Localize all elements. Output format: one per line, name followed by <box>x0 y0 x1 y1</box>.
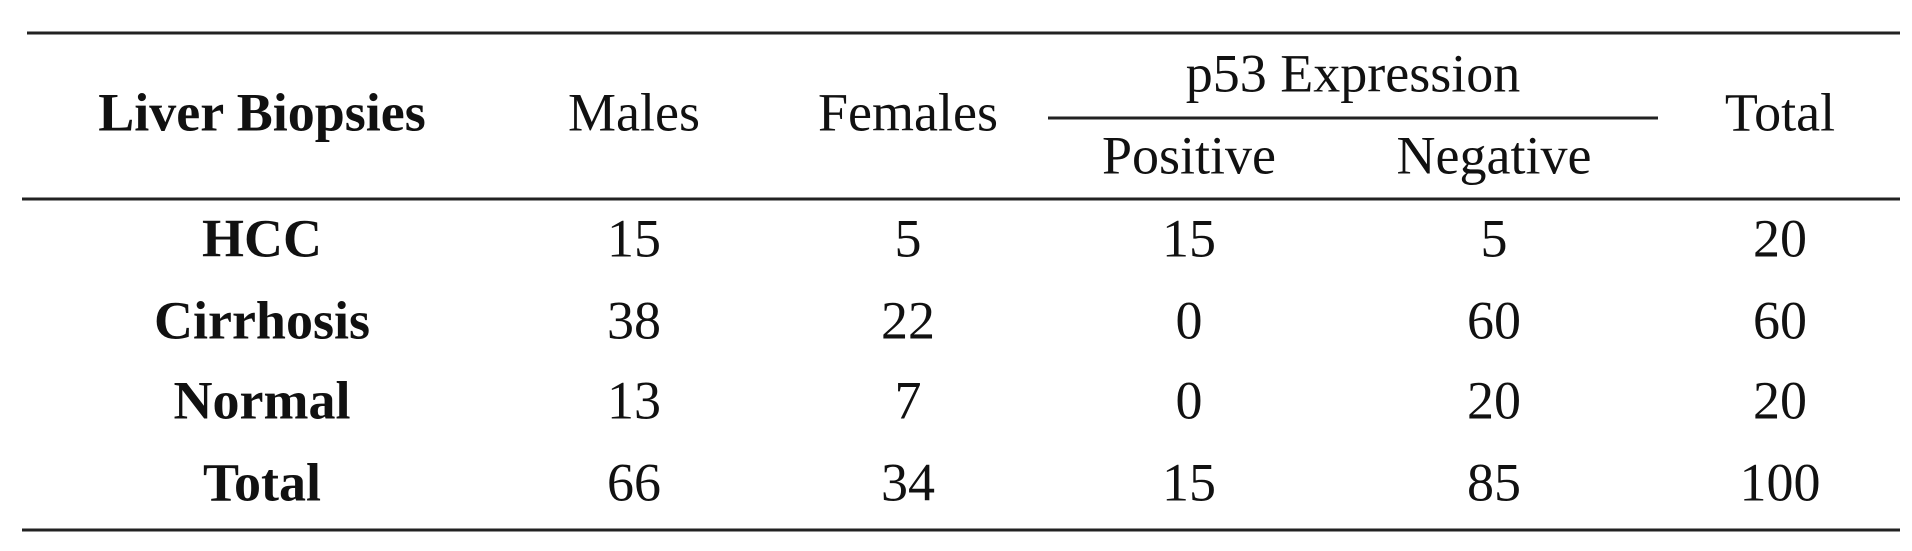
header-group: p53 Expression <box>1186 43 1520 103</box>
header-cell: Positive <box>1102 125 1276 185</box>
row-label: Normal <box>174 370 351 430</box>
cell: 34 <box>881 452 935 512</box>
cell: 15 <box>1162 208 1216 268</box>
row-label: HCC <box>202 208 322 268</box>
cell: 100 <box>1740 452 1821 512</box>
cell: 20 <box>1753 370 1807 430</box>
cell: 15 <box>1162 452 1216 512</box>
cell: 22 <box>881 290 935 350</box>
cell: 13 <box>607 370 661 430</box>
header-cell: Total <box>1725 82 1835 142</box>
cell: 85 <box>1467 452 1521 512</box>
row-label: Total <box>203 452 321 512</box>
cell: 60 <box>1467 290 1521 350</box>
row-label: Cirrhosis <box>154 290 370 350</box>
cell: 66 <box>607 452 661 512</box>
cell: 20 <box>1753 208 1807 268</box>
header-cell: Liver Biopsies <box>98 82 426 142</box>
cell: 7 <box>895 370 922 430</box>
cell: 38 <box>607 290 661 350</box>
cell: 0 <box>1176 370 1203 430</box>
cell: 15 <box>607 208 661 268</box>
cell: 0 <box>1176 290 1203 350</box>
header-cell: Females <box>818 82 998 142</box>
cell: 5 <box>895 208 922 268</box>
cell: 60 <box>1753 290 1807 350</box>
cell: 5 <box>1481 208 1508 268</box>
header-cell: Negative <box>1397 125 1592 185</box>
header-cell: Males <box>568 82 700 142</box>
cell: 20 <box>1467 370 1521 430</box>
